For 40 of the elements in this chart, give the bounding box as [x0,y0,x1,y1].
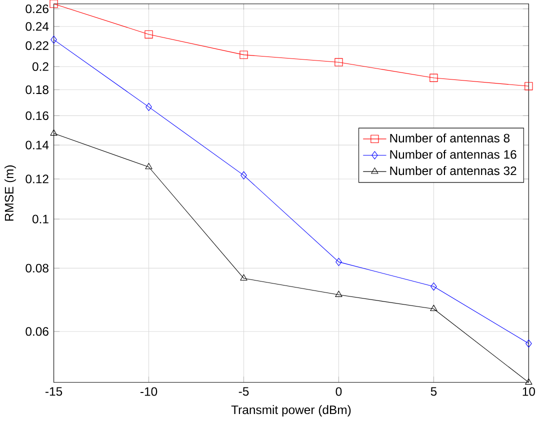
point [335,290,342,297]
y-axis-title: RMSE (m) [4,165,16,221]
point [430,74,438,82]
x-tick-label: -5 [238,387,249,396]
point [146,102,152,111]
point [240,274,248,280]
point [524,82,533,90]
y-tick-label: 0.1 [32,214,48,224]
y-tick-label: 0.08 [26,264,48,272]
y-tick-label: 0.2 [32,62,48,71]
x-tick-label: -10 [140,387,158,396]
y-tick-label: 0.12 [26,174,48,184]
legend-label: Number of antennas 32 [390,166,516,176]
point [430,304,438,312]
point [240,171,247,180]
point [50,129,58,136]
point [336,258,342,266]
point [334,58,343,66]
y-tick-label: 0.22 [26,41,48,50]
point [240,50,248,59]
point [50,36,57,44]
y-tick-label: 0.24 [26,22,49,31]
y-tick-label: 0.14 [26,140,49,150]
y-tick-label: 0.18 [26,85,48,94]
point [145,162,152,170]
point [430,282,437,291]
x-tick-label: -15 [46,387,62,396]
point [144,30,153,38]
y-tick-label: 0.16 [26,111,48,120]
y-tick-label: 0.26 [26,4,48,14]
legend-label: Number of antennas 8 [390,133,510,142]
point [525,378,532,385]
x-axis-title: Transmit power (dBm) [231,405,351,417]
x-tick-label: 0 [336,387,342,396]
legend-label: Number of antennas 16 [390,150,516,159]
point [50,0,58,8]
point [526,339,532,348]
y-tick-label: 0.06 [26,327,48,336]
x-tick-label: 10 [522,387,536,396]
x-tick-label: 5 [430,387,437,396]
